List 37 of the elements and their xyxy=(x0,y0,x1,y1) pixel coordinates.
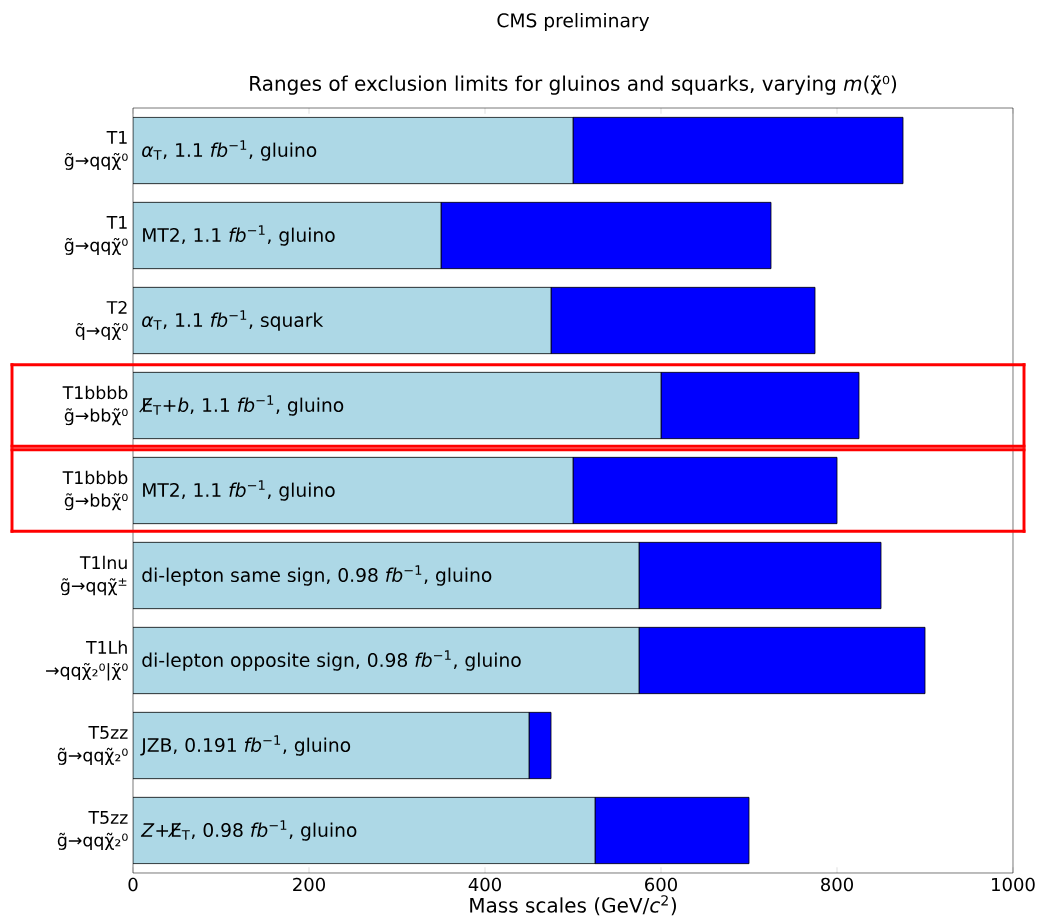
bar xyxy=(133,626,640,695)
bar xyxy=(133,541,640,610)
y-tick-label: T1 g̃→qqχ̃⁰ xyxy=(64,131,128,170)
bar xyxy=(133,456,574,525)
annotation: α$_{T}$, 1.1 fb$^{−1}$, squark xyxy=(142,310,324,331)
x-tick-label: 800 xyxy=(821,877,853,892)
bar xyxy=(133,286,552,355)
annotation: MT2, 1.1 fb$^{−1}$, gluino xyxy=(143,480,335,501)
y-tick-label: T1Lh →qqχ̃₂⁰|χ̃⁰ xyxy=(46,640,128,681)
x-tick-label: 200 xyxy=(293,877,325,892)
y-tick-label: T1bbbb g̃→bbχ̃⁰ xyxy=(62,385,128,426)
bar xyxy=(528,711,552,780)
y-tick-label: T1lnu g̃→qqχ̃$^{±}$ xyxy=(60,555,127,596)
x-tick-label: 600 xyxy=(645,877,677,892)
annotation: di-lepton same sign, 0.98 fb$^{−1}$, gluino xyxy=(142,565,492,586)
x-axis-title: Mass scales (GeV/c$^{2}$) xyxy=(470,895,676,916)
annotation: JZB, 0.191 fb$^{−1}$, gluino xyxy=(140,735,351,756)
annotation: α$_{T}$, 1.1 fb$^{−1}$, gluino xyxy=(142,140,317,161)
bar xyxy=(133,371,662,440)
x-tick-label: 400 xyxy=(468,877,501,892)
annotation: di-lepton opposite sign, 0.98 fb$^{−1}$, gluino xyxy=(142,650,521,671)
x-tick-label: 0 xyxy=(128,877,138,892)
bar xyxy=(133,796,596,865)
bar xyxy=(133,201,442,270)
bar xyxy=(133,116,574,185)
annotation: E̸$_{T}$+b, 1.1 fb$^{−1}$, gluino xyxy=(139,395,344,416)
bar xyxy=(133,711,530,780)
annotation: Z+E̸$_{T}$, 0.98 fb$^{−1}$, gluino xyxy=(140,820,357,841)
annotation: MT2, 1.1 fb$^{−1}$, gluino xyxy=(143,225,335,246)
y-tick-label: T2 q̃→qχ̃⁰ xyxy=(75,300,128,341)
chart-subtitle: Ranges of exclusion limits for gluinos and squarks, varying m(χ̃⁰) xyxy=(250,75,897,95)
y-tick-label: T1bbbb g̃→bbχ̃⁰ xyxy=(62,470,128,511)
chart-title: CMS preliminary xyxy=(497,12,650,32)
y-tick-label: T5zz g̃→qqχ̃₂⁰ xyxy=(57,811,128,850)
x-tick-label: 1000 xyxy=(992,877,1035,892)
y-tick-label: T5zz g̃→qqχ̃₂⁰ xyxy=(57,726,128,765)
y-tick-label: T1 g̃→qqχ̃⁰ xyxy=(64,216,128,255)
